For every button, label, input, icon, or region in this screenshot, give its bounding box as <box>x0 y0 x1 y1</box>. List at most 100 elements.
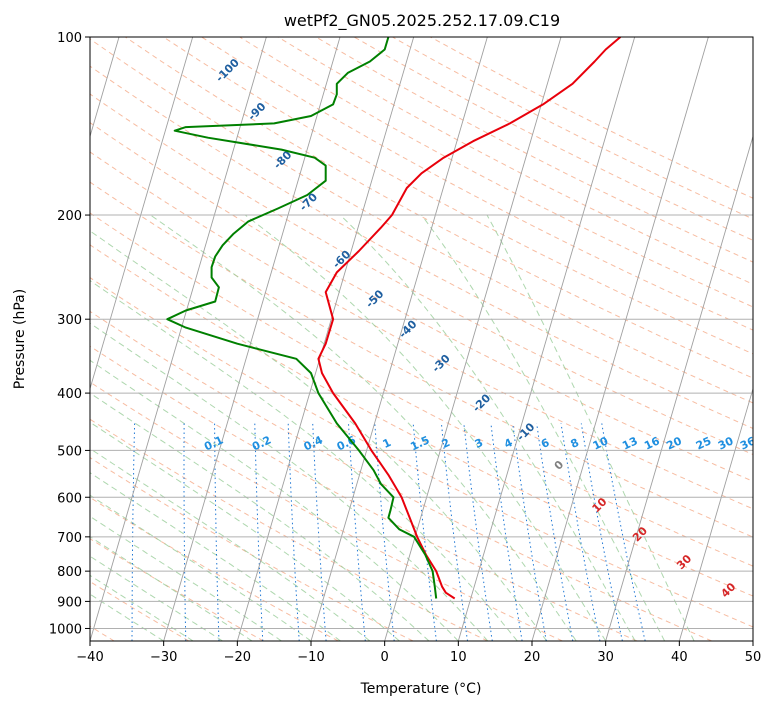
isotherm-line <box>384 37 562 641</box>
x-tick-label: −30 <box>150 650 177 665</box>
mixing-ratio-line <box>463 423 493 641</box>
x-tick-label: 20 <box>524 650 541 665</box>
y-tick-label: 900 <box>57 595 82 610</box>
moist-adiabat-line <box>90 494 312 641</box>
moist-adiabat-line <box>150 214 577 641</box>
mixing-ratio-label: 1 <box>381 436 393 451</box>
dry-adiabat-line <box>90 496 339 641</box>
chart-title: wetPf2_GN05.2025.252.17.09.C19 <box>284 11 560 31</box>
dry-adiabat-line <box>353 37 753 241</box>
dry-adiabat-line <box>90 345 638 641</box>
y-axis-title: Pressure (hPa) <box>12 289 28 389</box>
x-tick-label: 0 <box>381 650 389 665</box>
y-tick-label: 100 <box>57 31 82 46</box>
mixing-ratio-line <box>82 423 88 641</box>
y-tick-label: 400 <box>57 387 82 402</box>
moist-adiabat-line <box>339 214 636 641</box>
isotherm-line <box>163 37 341 641</box>
mixing-ratio-line <box>312 423 327 641</box>
moist-adiabats <box>90 214 695 641</box>
mixing-ratio-line <box>183 423 187 641</box>
moist-adiabat-line <box>486 214 695 641</box>
x-tick-label: 30 <box>597 650 614 665</box>
mixing-ratio-label: 4 <box>502 436 515 451</box>
mixing-ratio-line <box>560 423 601 641</box>
isotherm-line <box>531 37 709 641</box>
moist-adiabat-label: 10 <box>590 495 610 515</box>
isotherms <box>90 37 753 641</box>
dry-adiabat-line <box>90 538 264 641</box>
y-tick-label: 700 <box>57 531 82 546</box>
mixing-ratio-line <box>131 423 136 641</box>
dry-adiabat-line <box>125 37 753 379</box>
mixing-ratio-line <box>254 423 264 641</box>
dry-adiabat-label: -20 <box>470 391 493 414</box>
mixing-ratio-line <box>536 423 574 641</box>
temperature-profile <box>317 37 622 600</box>
dry-adiabat-line <box>90 277 753 628</box>
dry-adiabat-line <box>163 37 753 355</box>
moist-adiabat-label: 20 <box>630 524 650 544</box>
mixing-ratio-label: 30 <box>716 434 736 452</box>
mixing-ratio-line <box>287 423 300 641</box>
plot-frame <box>89 36 754 642</box>
moist-adiabat-label: 0 <box>552 458 567 473</box>
dry-adiabat-line <box>90 93 753 456</box>
moist-adiabat-line <box>90 279 518 641</box>
isotherm-line <box>752 639 753 641</box>
y-tick-label: 200 <box>57 209 82 224</box>
dry-adiabat-line <box>90 418 488 641</box>
dry-adiabat-line <box>90 581 190 641</box>
y-tick-label: 800 <box>57 565 82 580</box>
moist-adiabat-line <box>90 536 253 641</box>
mixing-ratio-label: 2 <box>440 436 452 451</box>
mixing-ratio-line <box>214 423 220 641</box>
moist-adiabat-line <box>90 472 341 641</box>
moist-adiabat-line <box>90 230 548 641</box>
dry-adiabat-label: -100 <box>213 56 242 85</box>
isotherm-line <box>457 37 636 641</box>
mixing-ratio-line <box>580 423 623 641</box>
dry-adiabat-label: -50 <box>363 287 386 310</box>
x-axis: −40 −30 −20 −10 0 10 20 30 40 50 <box>76 641 761 665</box>
x-tick-label: 10 <box>450 650 467 665</box>
y-tick-label: 600 <box>57 491 82 506</box>
mixing-ratio-label: 16 <box>642 434 662 452</box>
x-axis-title: Temperature (°C) <box>360 681 482 697</box>
dry-adiabat-line <box>277 37 753 285</box>
y-axis: 100 200 300 400 500 600 700 800 900 1000 <box>49 31 90 637</box>
dry-adiabat-line <box>90 244 753 597</box>
dry-adiabat-label: -30 <box>430 352 453 375</box>
mixing-ratio-label: 13 <box>620 434 639 452</box>
x-tick-label: −40 <box>76 650 103 665</box>
dry-adiabat-line <box>430 37 753 199</box>
moist-adiabat-label: 40 <box>718 580 738 600</box>
y-tick-label: 300 <box>57 313 82 328</box>
isobar-grid <box>90 37 753 629</box>
mixing-ratio-line <box>440 423 468 641</box>
moist-adiabat-line <box>90 574 194 641</box>
moist-adiabat-line <box>90 421 400 641</box>
mixing-ratio-label: 25 <box>694 434 713 452</box>
moist-adiabat-line <box>90 555 223 641</box>
moist-adiabat-line <box>90 447 371 641</box>
dry-adiabat-line <box>90 310 712 641</box>
sounding-profiles <box>166 37 622 600</box>
moist-adiabat-line <box>244 214 607 641</box>
mixing-ratio-line <box>348 423 366 641</box>
dry-adiabat-line <box>90 212 753 567</box>
y-tick-label: 1000 <box>49 622 82 637</box>
isotherm-line <box>90 37 267 641</box>
moist-adiabat-line <box>90 392 430 641</box>
isotherm-line <box>310 37 488 641</box>
mixing-ratio-line <box>412 423 437 641</box>
mixing-ratio-label: 3 <box>473 436 485 451</box>
mixing-ratio-label: 36 <box>738 434 758 452</box>
mixing-ratio-line <box>374 423 395 641</box>
dry-adiabat-line <box>90 181 753 538</box>
x-tick-label: −10 <box>297 650 324 665</box>
y-tick-label: 500 <box>57 444 82 459</box>
dry-adiabat-line <box>90 65 753 429</box>
mixing-ratio-lines <box>82 423 646 641</box>
